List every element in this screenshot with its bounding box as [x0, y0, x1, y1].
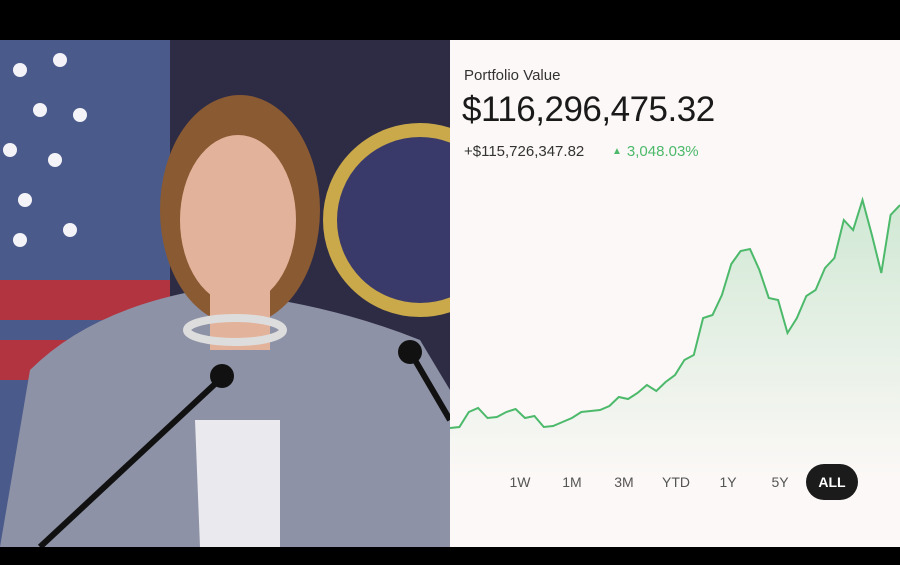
change-percent-text: 3,048.03%: [626, 143, 699, 160]
range-3m-button[interactable]: 3M: [614, 474, 634, 490]
range-all-button[interactable]: ALL: [806, 464, 858, 500]
range-selector: 1W 1M 3M YTD 1Y 5Y ALL: [494, 464, 858, 500]
portfolio-change-percent: ▲ 3,048.03%: [612, 143, 699, 160]
portfolio-chart: [450, 196, 900, 480]
range-1y-button[interactable]: 1Y: [719, 474, 737, 490]
range-ytd-button[interactable]: YTD: [662, 474, 690, 490]
speaker-at-microphones-photo: [0, 40, 450, 547]
chart-series-line: [450, 196, 900, 429]
range-1m-button[interactable]: 1M: [562, 474, 582, 490]
portfolio-value: $116,296,475.32: [462, 90, 715, 129]
portfolio-change: +$115,726,347.82: [464, 143, 585, 160]
range-5y-button[interactable]: 5Y: [771, 474, 789, 490]
range-1w-button[interactable]: 1W: [509, 474, 531, 490]
triangle-up-icon: ▲: [612, 146, 622, 157]
chart-area-fill: [450, 200, 900, 480]
portfolio-label: Portfolio Value: [464, 67, 561, 84]
speaker-photo: [0, 40, 450, 547]
portfolio-panel: Portfolio Value $116,296,475.32 +$115,72…: [450, 40, 900, 547]
